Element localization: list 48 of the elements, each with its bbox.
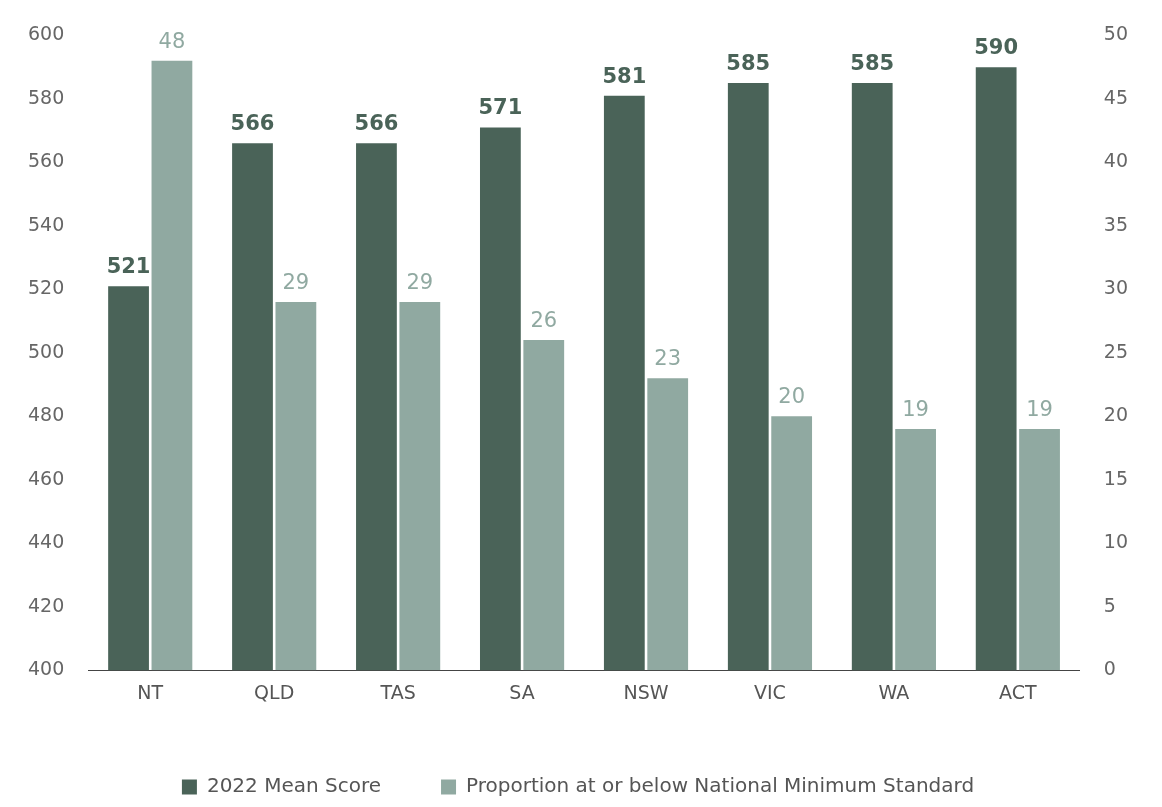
- x-tick-label: QLD: [254, 680, 295, 703]
- y-tick-label: 560: [28, 149, 65, 172]
- data-label: 48: [158, 28, 186, 53]
- y2-tick-label: 20: [1103, 403, 1129, 426]
- data-label: 23: [654, 346, 682, 371]
- x-tick-label: SA: [509, 680, 535, 703]
- y-tick-label: 440: [28, 530, 65, 553]
- data-label: 26: [530, 308, 558, 333]
- x-tick-label: VIC: [754, 680, 786, 703]
- y2-tick-label: 35: [1103, 212, 1129, 235]
- data-label: 585: [850, 50, 895, 75]
- data-label: 20: [778, 384, 806, 409]
- x-tick-label: NT: [137, 680, 164, 703]
- y-tick-label: 600: [28, 22, 65, 45]
- data-label: 521: [106, 254, 151, 279]
- y2-tick-label: 0: [1103, 657, 1116, 680]
- y-tick-label: 480: [28, 403, 65, 426]
- y-tick-label: 520: [28, 276, 65, 299]
- data-label: 566: [230, 111, 275, 136]
- x-tick-label: NSW: [623, 680, 669, 703]
- data-label: 571: [478, 95, 523, 120]
- y-tick-label: 400: [28, 657, 65, 680]
- x-tick-label: TAS: [379, 680, 416, 703]
- y-tick-label: 500: [28, 339, 65, 362]
- legend-label: Proportion at or below National Minimum Standard: [466, 773, 975, 798]
- y2-tick-label: 10: [1103, 530, 1129, 553]
- y2-tick-label: 5: [1103, 593, 1116, 616]
- y2-tick-label: 45: [1103, 85, 1129, 108]
- y2-tick-label: 15: [1103, 466, 1129, 489]
- y2-tick-label: 40: [1103, 149, 1129, 172]
- data-label: 585: [726, 50, 771, 75]
- x-tick-label: ACT: [999, 680, 1038, 703]
- data-label: 19: [902, 396, 929, 421]
- data-label: 581: [602, 63, 647, 88]
- x-tick-label: WA: [878, 680, 910, 703]
- data-label: 590: [974, 35, 1019, 60]
- y2-tick-label: 25: [1103, 339, 1129, 362]
- y-tick-label: 460: [28, 466, 65, 489]
- y-tick-label: 420: [28, 593, 65, 616]
- y2-tick-label: 50: [1103, 22, 1129, 45]
- data-label: 19: [1026, 396, 1053, 421]
- data-label: 29: [282, 269, 310, 294]
- y-tick-label: 540: [28, 212, 65, 235]
- legend-label: 2022 Mean Score: [206, 773, 382, 798]
- y-tick-label: 580: [28, 85, 65, 108]
- data-label: 566: [354, 111, 399, 136]
- data-label: 29: [406, 269, 434, 294]
- y2-tick-label: 30: [1103, 276, 1129, 299]
